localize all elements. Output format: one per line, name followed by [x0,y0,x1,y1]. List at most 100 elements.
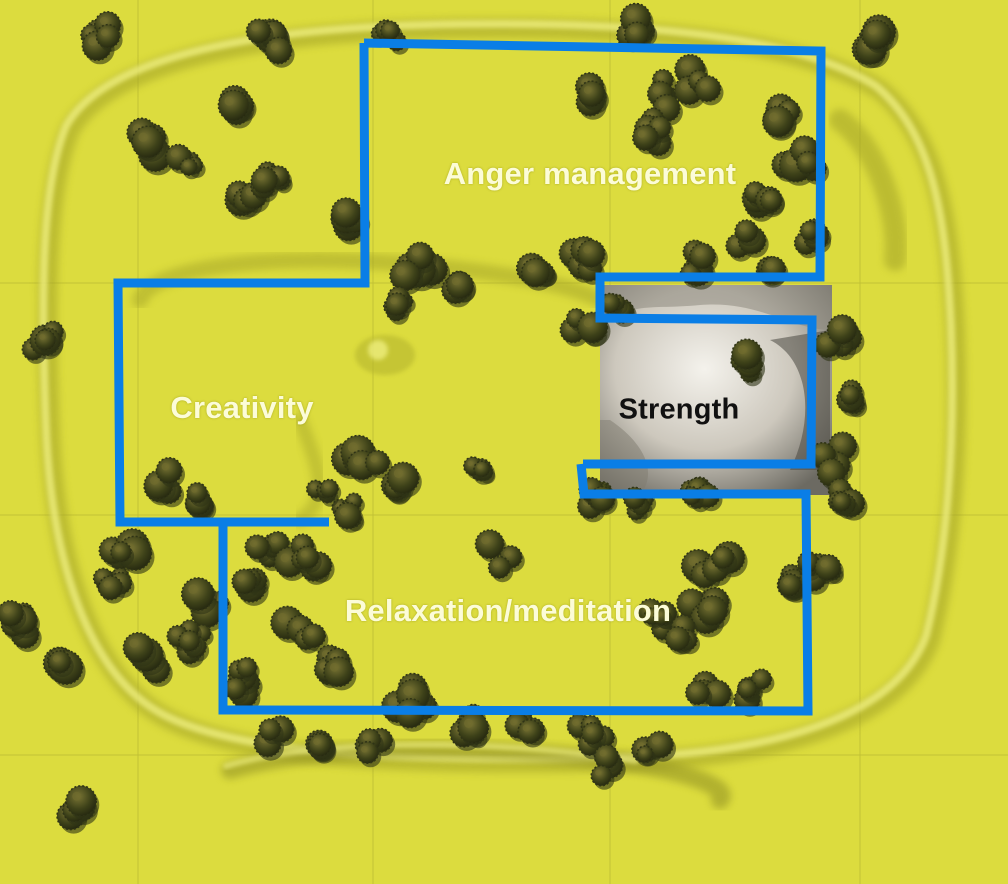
tree-highlight [820,337,828,345]
tree-highlight [737,345,747,355]
tree-cluster [21,320,67,364]
tree-highlight [270,42,279,51]
tree-cluster [463,456,496,485]
tree-highlight [658,100,667,109]
tree-canopy [636,745,654,763]
zone-anger-management-left-edge [113,42,370,527]
tree-highlight [844,389,850,395]
tree-cluster [685,670,734,712]
tree-canopy [759,188,783,212]
tree-highlight [764,193,772,201]
tree-canopy [250,166,279,195]
tree-highlight [583,245,592,254]
tree-canopy [839,384,861,406]
tree-canopy [323,656,355,688]
tree-cluster [223,656,263,712]
tree-highlight [411,247,421,256]
zone-label-creativity: Creativity [170,390,314,425]
tree-highlight [583,318,593,328]
tree-highlight [191,486,198,493]
tree-canopy [65,785,98,817]
tree-highlight [820,559,828,568]
zone-outlines [113,38,826,716]
tree-canopy [445,271,475,300]
tree-canopy [581,721,605,745]
tree-cluster [56,785,100,834]
tree-cluster [676,587,732,638]
tree-canopy [737,678,758,699]
tree-highlight [256,172,265,181]
tree-canopy [223,677,247,701]
tree-highlight [277,612,288,623]
tree-highlight [249,539,258,548]
tree-canopy [711,545,735,570]
tree-canopy [777,573,802,597]
tree-canopy [264,36,293,65]
tree-highlight [680,81,689,91]
tree-highlight [362,733,370,741]
tree-canopy [122,631,154,664]
tree-cluster [616,2,658,53]
tree-cluster [566,713,618,760]
tree-canopy [457,712,490,744]
tree-canopy [384,292,410,317]
tree-canopy [244,534,270,560]
tree-highlight [823,464,832,473]
zone-label-strength: Strength [618,393,740,426]
tree-canopy [861,19,892,50]
tree-highlight [833,320,843,330]
tree-highlight [510,718,518,726]
tree-canopy [520,257,551,288]
tree-cluster [354,727,396,768]
tree-cluster [383,286,416,325]
tree-highlight [868,26,877,35]
tree-cluster [143,456,185,508]
tree-cluster [646,68,683,126]
tree-cluster [380,461,422,505]
tree-highlight [700,81,708,89]
tree-highlight [129,638,139,648]
tree-canopy [236,656,258,679]
tree-cluster [590,744,626,790]
tree-canopy [110,541,132,563]
tree-highlight [688,556,698,566]
tree-highlight [306,628,314,636]
tree-cluster [632,107,674,160]
tree-highlight [653,121,660,128]
tree-cluster [305,478,342,507]
tree-cluster [574,72,609,120]
tree-highlight [451,277,460,286]
tree-highlight [237,574,245,582]
tree-cluster [330,434,393,484]
tree-canopy [517,718,543,745]
tree-canopy [245,18,272,44]
tree-cluster [836,379,868,418]
tree-highlight [835,496,842,502]
tree-cluster [851,14,899,69]
tree-highlight [329,662,339,672]
tree-cluster [441,270,477,308]
tree-highlight [97,572,104,579]
zone-anger-management-outline [363,38,826,469]
tree-cluster [631,730,676,767]
tree-highlight [349,496,354,502]
tree-highlight [396,266,406,276]
tree-canopy [131,125,165,159]
tree-highlight [637,130,646,138]
tree-cluster [725,219,769,262]
tree-highlight [310,483,316,489]
tree-cluster [231,567,270,606]
tree-canopy [47,650,72,674]
tree-canopy [593,744,620,770]
tree-canopy [319,478,339,499]
tree-highlight [670,631,678,639]
tree-highlight [467,460,473,467]
tree-highlight [224,96,234,106]
tree-cluster [730,338,766,387]
tree-canopy [34,329,57,351]
tree-highlight [629,27,637,35]
tree-highlight [741,683,748,689]
tree-highlight [464,718,474,729]
tree-canopy [333,501,362,530]
